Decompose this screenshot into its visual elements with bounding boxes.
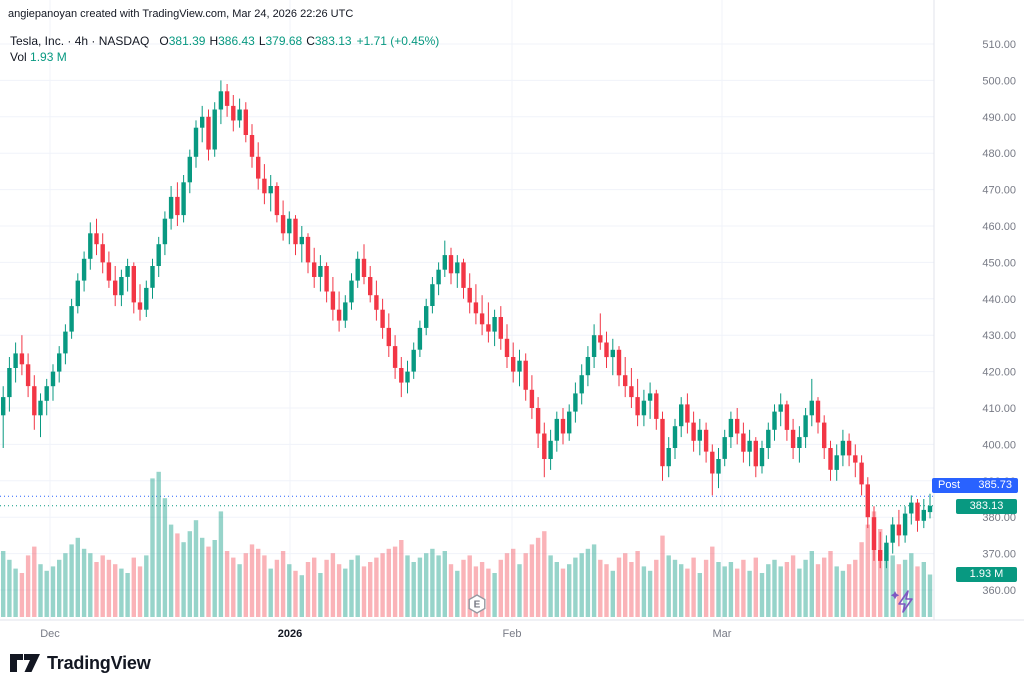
legend-volume-row: Vol 1.93 M xyxy=(10,49,439,65)
low-label: L xyxy=(258,34,266,48)
volume-label: Vol xyxy=(10,50,27,64)
volume-value: 1.93 M xyxy=(30,50,67,64)
tradingview-logo-mark xyxy=(10,654,40,672)
svg-text:2026: 2026 xyxy=(278,628,302,640)
candles xyxy=(1,80,933,569)
low-value: 379.68 xyxy=(265,34,303,48)
svg-text:500.00: 500.00 xyxy=(982,75,1016,87)
svg-text:400.00: 400.00 xyxy=(982,439,1016,451)
magic-lightning-icon[interactable] xyxy=(890,590,913,613)
svg-text:410.00: 410.00 xyxy=(982,403,1016,415)
svg-text:E: E xyxy=(474,600,481,611)
open-label: O xyxy=(159,34,169,48)
svg-text:440.00: 440.00 xyxy=(982,294,1016,306)
svg-text:Dec: Dec xyxy=(40,628,60,640)
svg-text:450.00: 450.00 xyxy=(982,257,1016,269)
close-label: C xyxy=(306,34,315,48)
svg-text:510.00: 510.00 xyxy=(982,39,1016,51)
open-value: 381.39 xyxy=(168,34,206,48)
svg-text:Mar: Mar xyxy=(713,628,732,640)
volume-bars xyxy=(1,471,933,617)
symbol-title[interactable]: Tesla, Inc. · 4h · NASDAQ xyxy=(10,34,150,48)
change-value: +1.71 (+0.45%) xyxy=(356,34,440,48)
post-label: Post xyxy=(938,479,961,491)
svg-text:470.00: 470.00 xyxy=(982,185,1016,197)
svg-text:380.00: 380.00 xyxy=(982,512,1016,524)
svg-text:370.00: 370.00 xyxy=(982,549,1016,561)
high-value: 386.43 xyxy=(218,34,255,48)
svg-text:490.00: 490.00 xyxy=(982,112,1016,124)
earnings-marker-icon[interactable]: E xyxy=(468,594,486,614)
post-price-value: 385.73 xyxy=(978,479,1012,491)
tradingview-logo-text: TradingView xyxy=(47,652,151,673)
svg-text:480.00: 480.00 xyxy=(982,148,1016,160)
svg-text:360.00: 360.00 xyxy=(982,585,1016,597)
high-label: H xyxy=(209,34,219,48)
legend-ohlc-row: Tesla, Inc. · 4h · NASDAQ O381.39 H386.43 L… xyxy=(10,33,439,49)
svg-text:430.00: 430.00 xyxy=(982,330,1016,342)
volume-badge: 1.93 M xyxy=(956,567,1017,582)
legend: Tesla, Inc. · 4h · NASDAQ O381.39 H386.43 L… xyxy=(10,33,439,65)
svg-text:Feb: Feb xyxy=(503,628,522,640)
last-price-badge: 383.13 xyxy=(956,499,1017,514)
post-market-price-badge: Post 385.73 xyxy=(932,478,1018,493)
svg-text:420.00: 420.00 xyxy=(982,367,1016,379)
watermark: angiepanoyan created with TradingView.co… xyxy=(8,8,354,20)
candlestick-chart-canvas[interactable]: 510.00 500.00 490.00 480.00 470.00 460.00 450.… xyxy=(0,0,1024,648)
tradingview-logo[interactable]: TradingView xyxy=(10,651,151,675)
close-value: 383.13 xyxy=(314,34,352,48)
chart-root: 510.00 500.00 490.00 480.00 470.00 460.00 450.… xyxy=(0,0,1024,673)
svg-text:460.00: 460.00 xyxy=(982,221,1016,233)
